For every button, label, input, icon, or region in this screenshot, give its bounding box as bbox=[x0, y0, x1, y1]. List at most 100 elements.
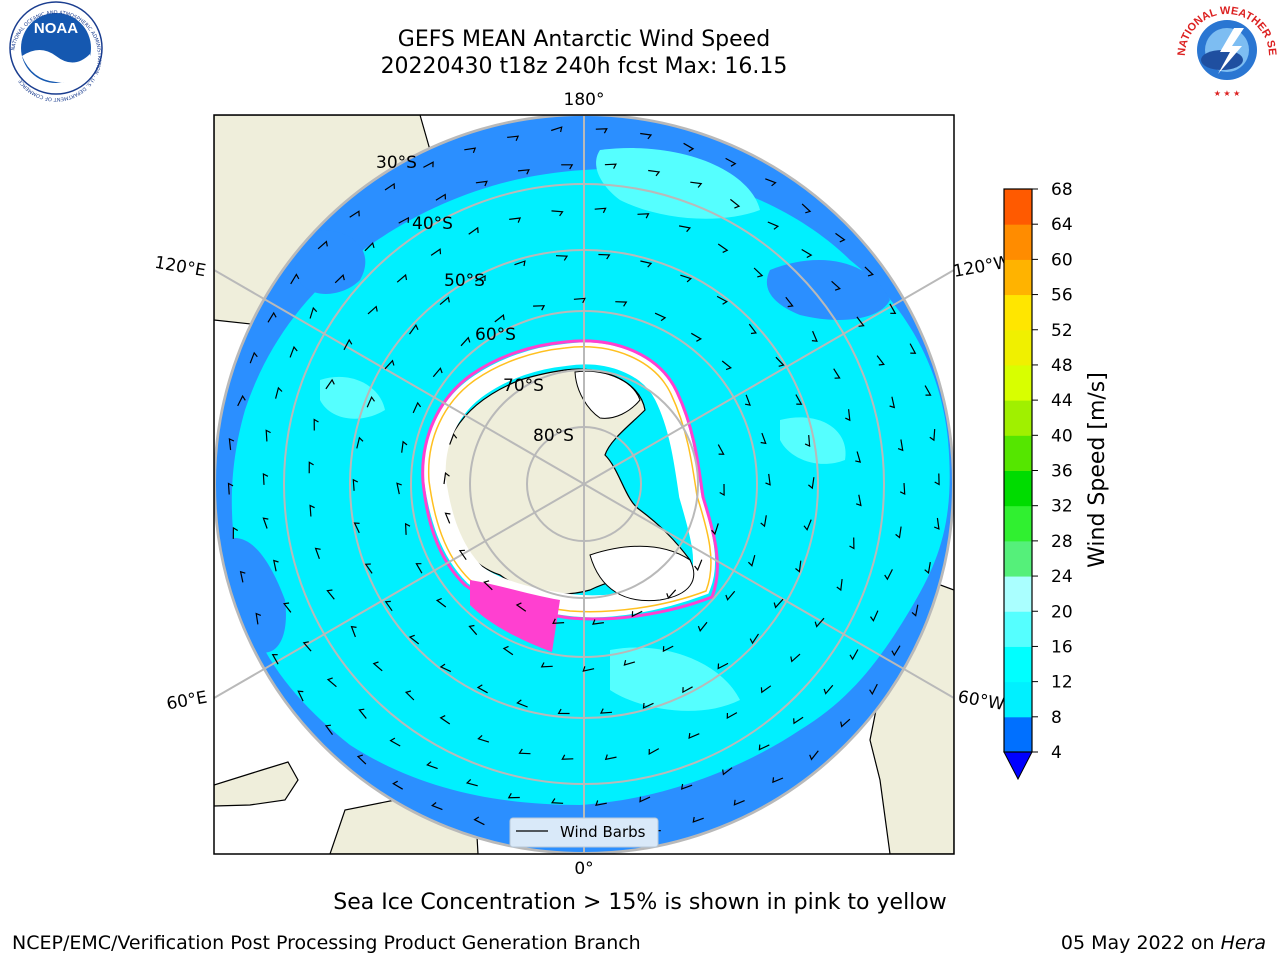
wind-barb bbox=[637, 213, 650, 219]
wind-barb bbox=[662, 645, 674, 653]
sea-ice-weddell bbox=[470, 580, 560, 652]
sea-ice-caption: Sea Ice Concentration > 15% is shown in … bbox=[333, 890, 947, 915]
wind-barb bbox=[934, 473, 940, 486]
land-antarctica bbox=[441, 368, 691, 595]
map-frame bbox=[213, 114, 955, 855]
wind-barb bbox=[697, 621, 708, 632]
lon-label-120e: 120°E bbox=[153, 253, 207, 282]
colorbar-tick-label: 24 bbox=[1051, 567, 1073, 587]
wind-barb bbox=[765, 178, 777, 187]
wind-barb bbox=[573, 297, 586, 304]
wind-barb bbox=[604, 754, 617, 761]
wind-barb bbox=[449, 433, 458, 445]
wind-barb bbox=[595, 800, 607, 806]
wind-barb bbox=[767, 221, 780, 230]
colorbar-swatch bbox=[1004, 540, 1032, 577]
wind-barb bbox=[334, 274, 345, 284]
wind-barb bbox=[744, 394, 751, 406]
wind-barb bbox=[282, 602, 292, 613]
lon-label-0: 0° bbox=[574, 859, 593, 879]
wind-barb bbox=[237, 394, 246, 407]
wind-barb bbox=[775, 356, 785, 367]
wind-barb bbox=[598, 253, 611, 260]
colorbar-swatch bbox=[1004, 576, 1032, 612]
colorbar-tick-label: 12 bbox=[1051, 673, 1073, 693]
nws-stars: ★ ★ ★ bbox=[1214, 89, 1241, 98]
wind-barb bbox=[290, 273, 300, 285]
wind-barb bbox=[475, 180, 488, 187]
wind-barb bbox=[924, 562, 931, 575]
wind-barb bbox=[352, 478, 359, 491]
wind-barb bbox=[249, 351, 258, 364]
colorbar-tick-label: 40 bbox=[1051, 426, 1073, 446]
wind-barb bbox=[849, 537, 855, 550]
wind-barb bbox=[909, 343, 917, 354]
wind-barb bbox=[722, 767, 733, 776]
wind-barb bbox=[864, 266, 874, 277]
wind-barb bbox=[772, 777, 784, 784]
wind-barb bbox=[640, 260, 653, 268]
lat-label-30s: 30°S bbox=[376, 153, 417, 173]
wind-barb bbox=[366, 395, 375, 408]
wind-barb bbox=[809, 750, 819, 761]
lat-label-80s: 80°S bbox=[533, 426, 574, 446]
wind-barb bbox=[785, 296, 794, 308]
patch-low-3 bbox=[295, 230, 366, 294]
wind-barb bbox=[358, 708, 367, 719]
wind-barb bbox=[228, 438, 235, 451]
wind-barb bbox=[690, 181, 703, 188]
wind-barb bbox=[694, 559, 703, 572]
wind-barb bbox=[384, 600, 393, 612]
wind-barb bbox=[515, 602, 527, 612]
wind-barb bbox=[897, 439, 904, 452]
colorbar-swatch bbox=[1004, 435, 1032, 471]
colorbar-swatch bbox=[1004, 470, 1032, 507]
nws-logo: NATIONAL WEATHER SERVICE ★ ★ ★ bbox=[0, 0, 1278, 98]
wind-barb bbox=[690, 332, 703, 342]
colorbar-swatch bbox=[1004, 611, 1032, 647]
wind-barb bbox=[431, 802, 443, 811]
wind-barb bbox=[804, 435, 811, 447]
latitude-labels: 30°S 40°S 50°S 60°S 70°S 80°S bbox=[376, 153, 574, 446]
wind-barb bbox=[516, 699, 528, 708]
wind-barb bbox=[267, 311, 277, 323]
wind-barb bbox=[349, 210, 360, 218]
wind-barb bbox=[793, 716, 804, 725]
colorbar-tick-label: 20 bbox=[1051, 602, 1073, 622]
lon-label-180: 180° bbox=[564, 90, 605, 110]
wind-barb bbox=[592, 619, 604, 625]
wind-barb bbox=[765, 473, 771, 486]
wind-barb bbox=[747, 554, 756, 567]
wind-barb bbox=[726, 712, 738, 720]
wind-barb bbox=[790, 653, 801, 663]
wind-barb bbox=[364, 563, 373, 574]
wind-barb bbox=[555, 255, 569, 261]
wind-barb bbox=[458, 549, 467, 561]
wind-barb bbox=[389, 737, 401, 747]
wind-barb bbox=[435, 193, 446, 201]
wind-barb bbox=[849, 649, 859, 661]
wind-barb bbox=[648, 169, 661, 177]
lon-label-120w: 120°W bbox=[952, 252, 1013, 282]
wind-barb bbox=[803, 519, 812, 531]
wind-barb bbox=[895, 526, 902, 539]
wind-barb bbox=[648, 748, 660, 756]
wind-barb bbox=[933, 517, 940, 530]
wind-barb bbox=[721, 360, 732, 371]
colorbar-swatch bbox=[1004, 716, 1032, 753]
sea-ice-ring bbox=[423, 342, 716, 618]
wind-barb bbox=[272, 559, 279, 572]
wind-barb bbox=[509, 217, 522, 223]
wind-barb bbox=[642, 702, 654, 709]
colorbar-tick-label: 48 bbox=[1051, 356, 1073, 376]
wind-barb bbox=[711, 523, 719, 536]
colorbar-tick-label: 36 bbox=[1051, 462, 1073, 482]
wind-barb bbox=[262, 472, 269, 485]
wind-barb bbox=[814, 617, 825, 628]
lat-label-60s: 60°S bbox=[475, 325, 516, 345]
wind-barb bbox=[835, 232, 846, 243]
wind-barb bbox=[836, 579, 843, 592]
wind-barb bbox=[309, 306, 318, 319]
